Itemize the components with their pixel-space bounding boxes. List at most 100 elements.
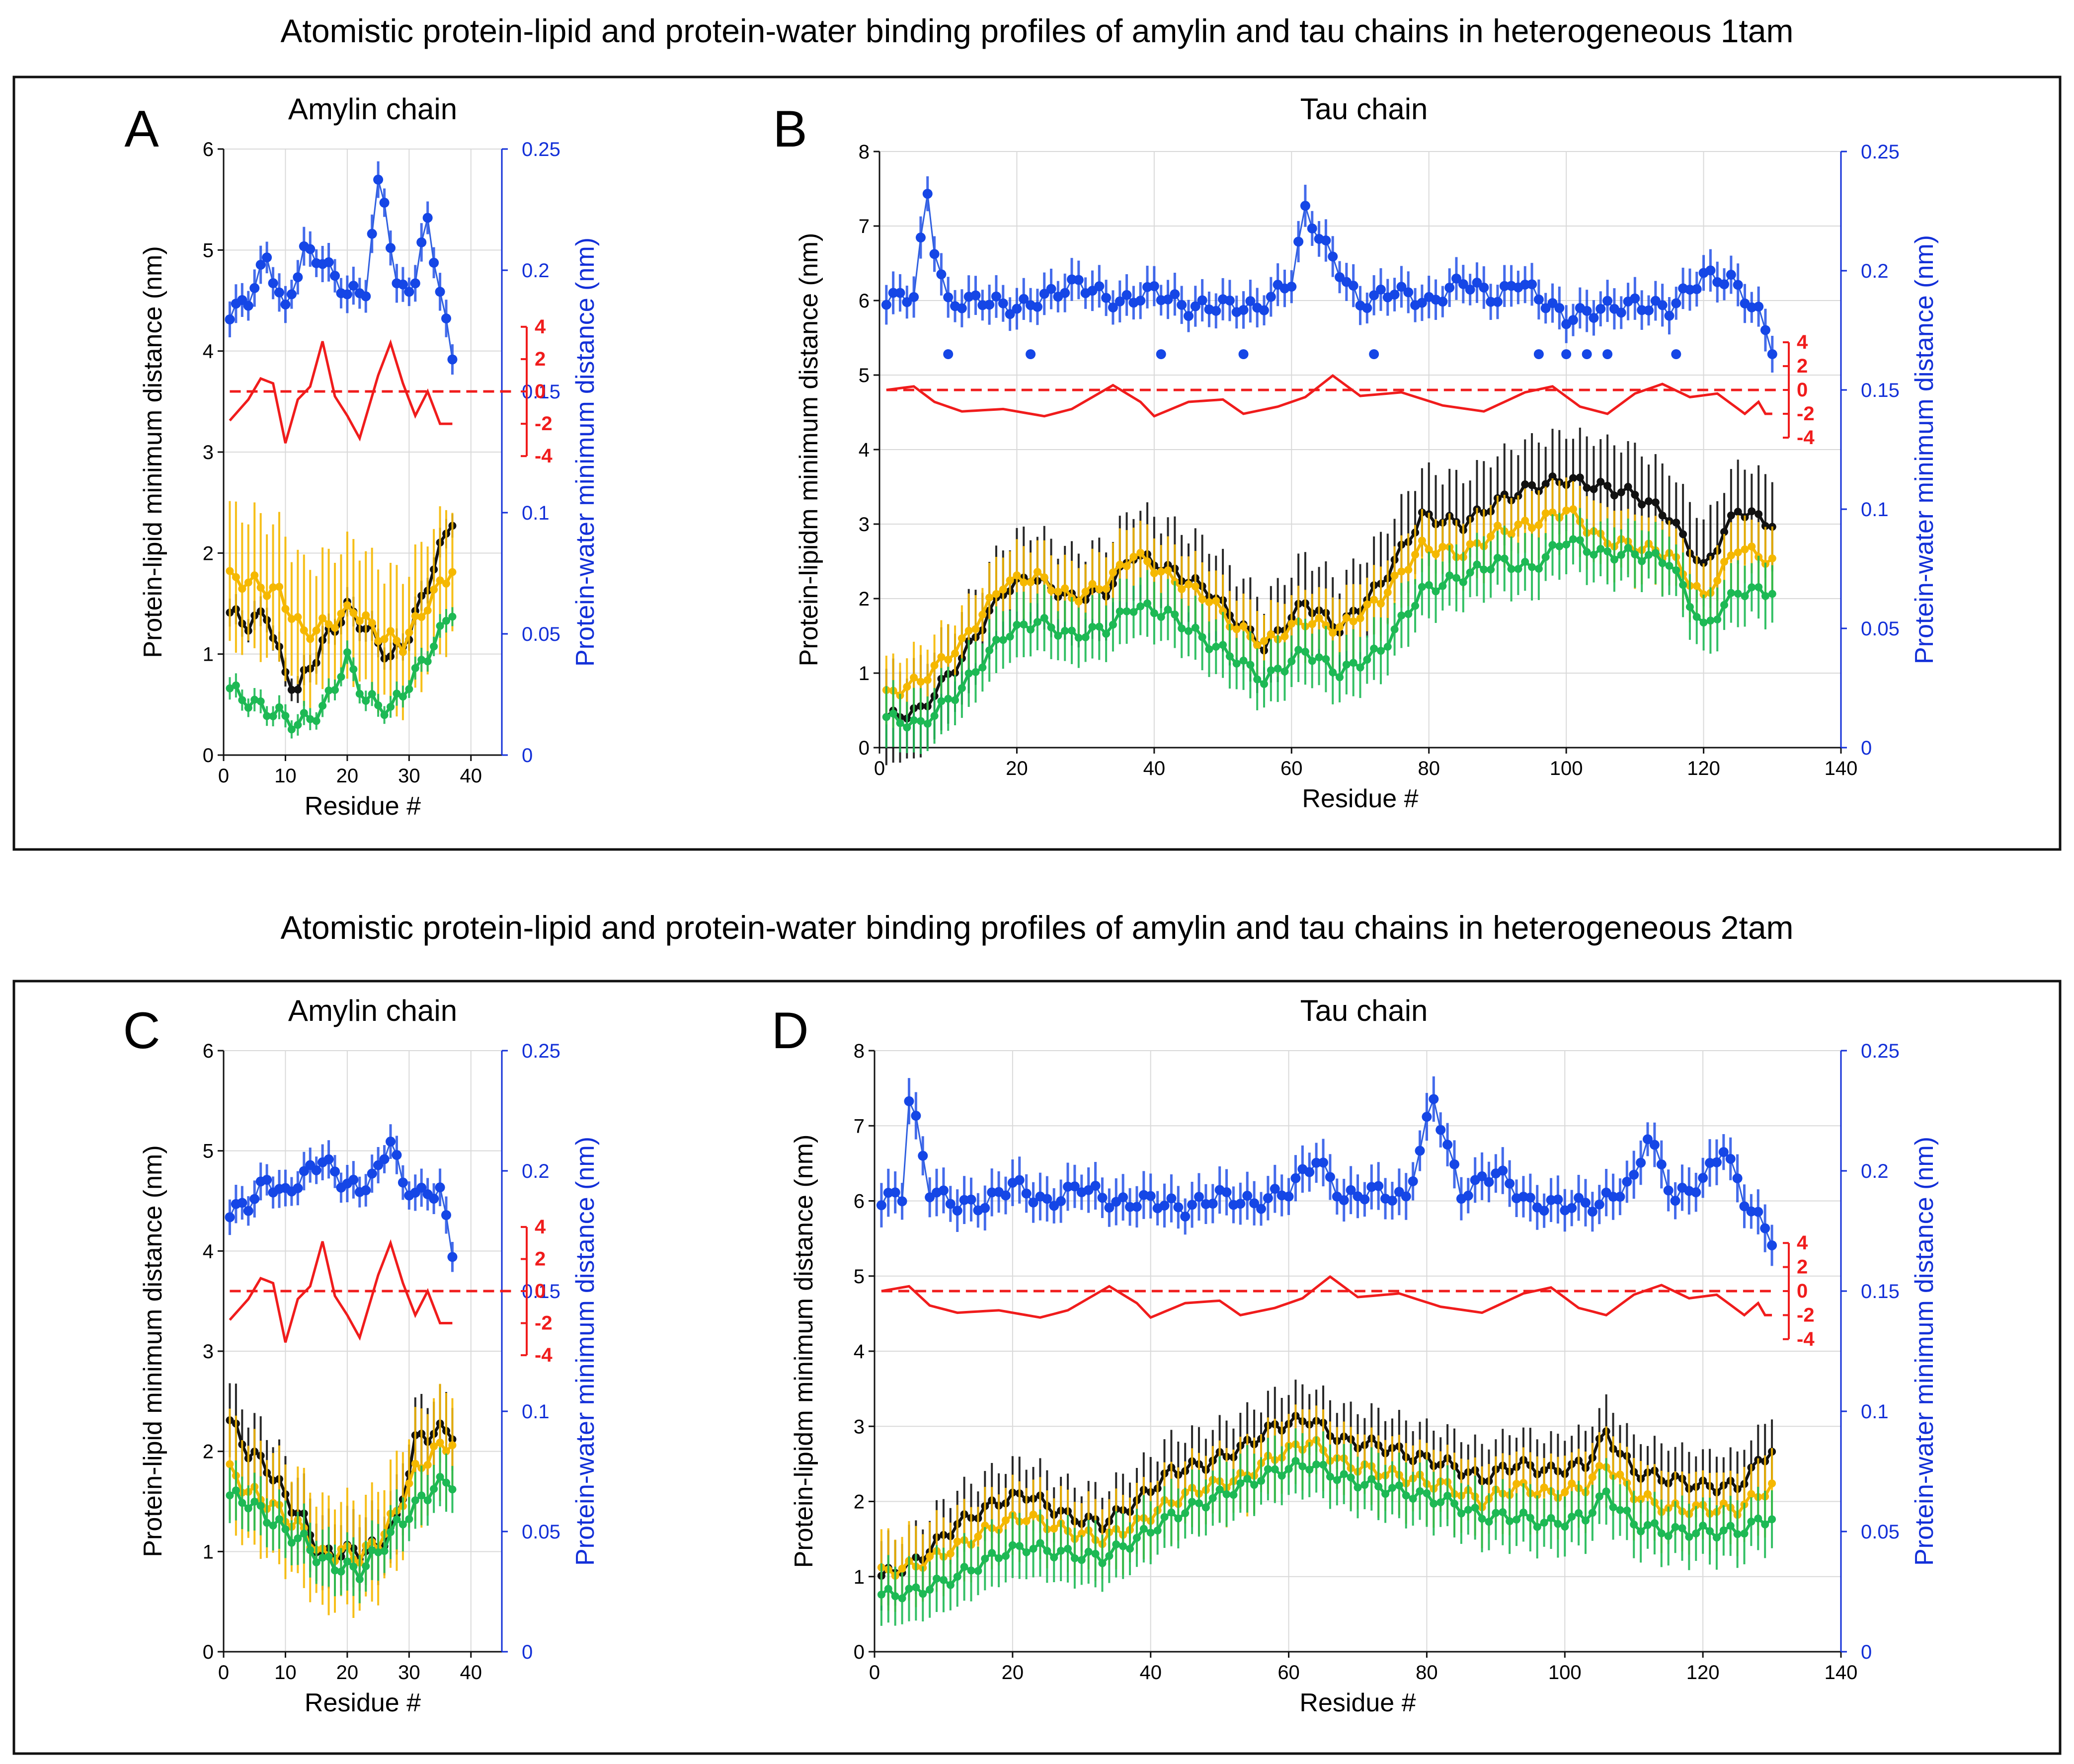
data-point (1036, 1539, 1044, 1547)
data-point (1329, 668, 1337, 677)
data-point (929, 249, 940, 259)
data-point (1692, 613, 1701, 621)
data-point (1418, 583, 1426, 591)
data-point (417, 1491, 426, 1500)
data-point (1533, 1523, 1541, 1531)
data-point (1576, 536, 1584, 544)
data-point (442, 579, 450, 588)
data-point (1561, 349, 1572, 359)
data-point (411, 1496, 419, 1505)
data-point (362, 611, 370, 619)
data-point (1166, 1193, 1177, 1204)
data-point (1657, 1529, 1666, 1537)
data-point (1290, 1173, 1301, 1183)
y2-tick-label: 0.15 (522, 1281, 560, 1303)
data-point (1466, 540, 1474, 548)
data-point (943, 349, 954, 359)
data-point (1644, 1521, 1652, 1529)
data-point (1319, 1460, 1328, 1469)
data-point (1734, 590, 1742, 598)
data-point (294, 1534, 302, 1542)
data-point (998, 298, 1008, 308)
y2-axis-label: Protein-water minimum distance (nm) (1910, 1137, 1939, 1566)
inset-tick-label: 0 (1797, 1280, 1808, 1302)
data-point (1143, 557, 1152, 566)
data-point (1132, 1534, 1141, 1542)
data-point (337, 673, 345, 681)
data-point (946, 1549, 955, 1558)
data-point (1408, 1176, 1418, 1186)
data-point (966, 1194, 976, 1205)
data-point (1617, 488, 1625, 497)
y-tick-label: 6 (203, 139, 214, 160)
data-point (952, 1206, 962, 1216)
data-point (1547, 298, 1558, 308)
data-point (1250, 1481, 1259, 1489)
data-point (1336, 673, 1344, 682)
data-point (300, 626, 308, 634)
y2-tick-label: 0.25 (1861, 141, 1900, 163)
y-tick-label: 1 (854, 1566, 865, 1588)
data-point (1012, 304, 1022, 314)
data-point (275, 1515, 283, 1524)
data-point (274, 287, 284, 298)
data-point (1136, 602, 1145, 611)
data-point (1671, 349, 1681, 359)
x-axis-label: Residue # (305, 1688, 421, 1717)
data-point (1039, 289, 1049, 299)
data-point (1050, 1553, 1058, 1562)
data-point (1451, 273, 1461, 284)
data-point (286, 289, 297, 300)
y2-tick-label: 0.15 (1861, 380, 1900, 401)
data-point (1253, 675, 1262, 684)
y-tick-label: 4 (203, 341, 214, 363)
data-point (1608, 1192, 1618, 1202)
data-point (903, 683, 911, 691)
data-point (1008, 1541, 1017, 1549)
y-tick-label: 6 (203, 1040, 214, 1062)
data-point (1438, 542, 1447, 551)
data-point (417, 613, 426, 621)
data-point (256, 1502, 265, 1510)
data-point (368, 619, 376, 627)
data-point (1506, 1517, 1514, 1526)
data-point (1150, 569, 1158, 577)
data-point (374, 637, 383, 645)
data-point (1540, 1483, 1548, 1492)
data-point (355, 690, 364, 698)
data-point (980, 1203, 990, 1213)
data-point (1084, 1547, 1093, 1556)
inset-tick-label: -4 (1797, 427, 1815, 449)
data-point (268, 278, 278, 289)
x-tick-label: 10 (274, 1662, 297, 1684)
data-point (447, 1252, 458, 1262)
data-point (1725, 1153, 1736, 1164)
data-point (1670, 1196, 1680, 1206)
data-point (1342, 660, 1351, 669)
data-point (1387, 1196, 1397, 1206)
data-point (1293, 236, 1304, 247)
data-point (1575, 1509, 1583, 1517)
data-point (411, 1459, 419, 1468)
data-point (1160, 1513, 1169, 1521)
x-tick-label: 120 (1687, 758, 1720, 779)
data-point (1739, 1201, 1750, 1212)
data-point (1576, 473, 1584, 482)
data-point (877, 1590, 885, 1599)
data-point (1109, 620, 1117, 629)
data-point (1719, 1526, 1728, 1534)
data-point (891, 1592, 899, 1601)
inset-tick-label: 4 (535, 1216, 546, 1238)
data-point (1013, 571, 1021, 580)
data-point (939, 1576, 948, 1584)
data-point (1395, 1481, 1403, 1490)
data-point (1658, 511, 1667, 520)
data-point (1129, 552, 1138, 561)
data-point (1325, 1172, 1335, 1182)
data-point (430, 1485, 438, 1493)
data-point (256, 697, 265, 705)
data-point (349, 665, 358, 674)
data-point (1713, 615, 1722, 623)
data-point (1054, 588, 1062, 596)
data-point (1548, 472, 1557, 481)
